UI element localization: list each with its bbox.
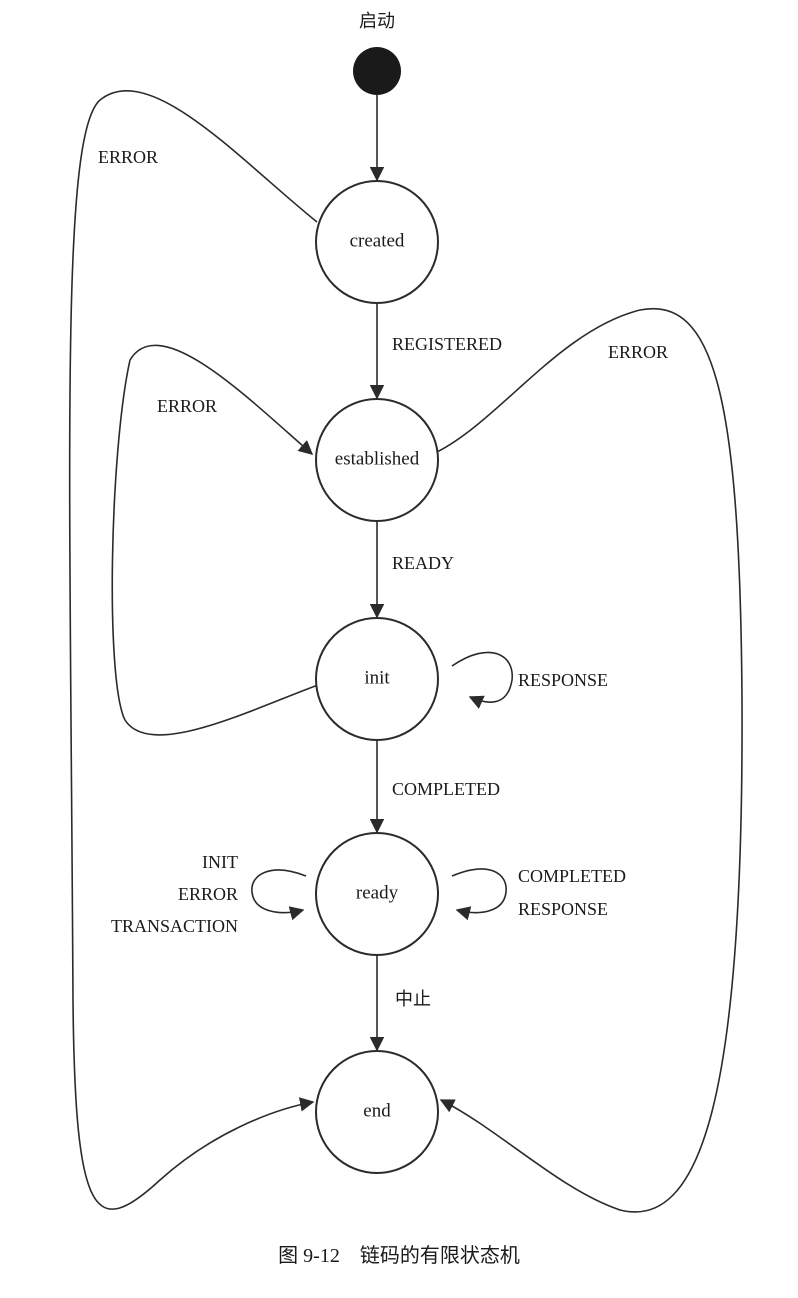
state-established-label: established xyxy=(335,448,420,469)
edge-ready-self-left xyxy=(251,869,307,921)
start-node xyxy=(353,47,401,95)
label-init-self-response: RESPONSE xyxy=(518,670,608,690)
start-label: 启动 xyxy=(359,11,395,31)
label-error-init: ERROR xyxy=(157,396,217,416)
label-error-created: ERROR xyxy=(98,147,158,167)
edge-error-established-end xyxy=(436,307,743,1213)
label-error-established: ERROR xyxy=(608,342,668,362)
label-ready-left-1: INIT xyxy=(202,852,238,872)
label-completed: COMPLETED xyxy=(392,779,500,799)
label-ready-right-1: COMPLETED xyxy=(518,866,626,886)
label-ready-right-2: RESPONSE xyxy=(518,899,608,919)
state-end-label: end xyxy=(363,1100,391,1121)
label-registered: REGISTERED xyxy=(392,334,502,354)
state-created-label: created xyxy=(350,230,405,251)
state-created: created xyxy=(315,180,439,304)
edge-error-init-established xyxy=(111,344,319,736)
state-ready-label: ready xyxy=(356,882,399,903)
state-end: end xyxy=(315,1050,439,1174)
state-init: init xyxy=(315,617,439,741)
label-ready: READY xyxy=(392,553,454,573)
label-abort: 中止 xyxy=(395,989,431,1009)
state-ready: ready xyxy=(315,832,439,956)
edge-init-self-response xyxy=(451,651,513,709)
state-established: established xyxy=(315,398,439,522)
label-ready-left-2: ERROR xyxy=(178,884,238,904)
state-init-label: init xyxy=(364,667,390,688)
edge-error-created-end xyxy=(68,90,318,1210)
edge-ready-self-right xyxy=(451,868,507,921)
label-ready-left-3: TRANSACTION xyxy=(111,916,238,936)
figure-caption: 图 9-12 链码的有限状态机 xyxy=(278,1244,520,1267)
